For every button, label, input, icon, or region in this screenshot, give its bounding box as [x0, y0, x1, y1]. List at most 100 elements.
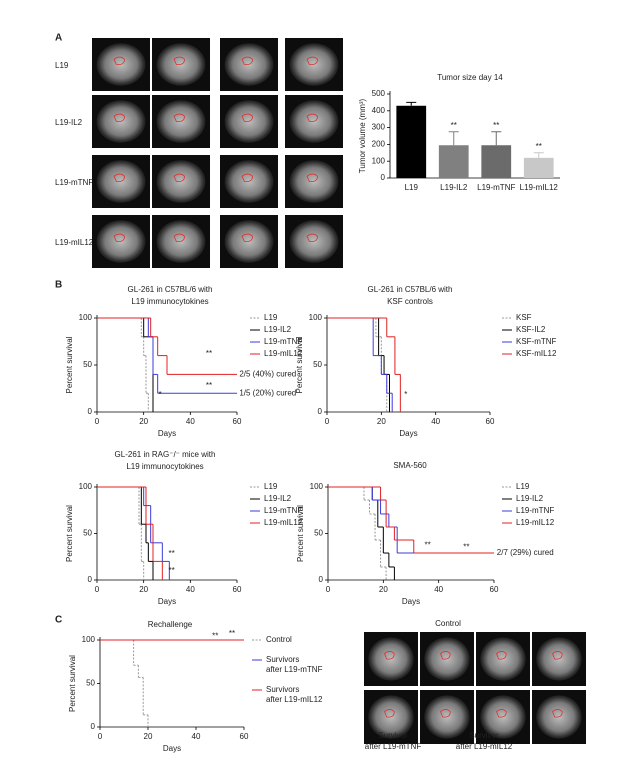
bar	[396, 105, 427, 178]
tumor-outline	[173, 113, 185, 123]
annotation: **	[169, 549, 175, 558]
y-tick-label: 200	[372, 140, 386, 149]
annotation: **	[463, 543, 469, 552]
chart-title: Tumor size day 14	[437, 73, 503, 82]
mri-caption: Survivor	[469, 731, 499, 740]
tumor-outline	[113, 173, 125, 183]
legend-label: L19-mTNF	[264, 337, 302, 346]
panel-label: B	[55, 280, 62, 291]
legend-label: L19	[264, 482, 278, 491]
y-axis-label: Percent survival	[296, 505, 305, 562]
y-tick-label: 0	[88, 407, 93, 416]
bar	[481, 145, 512, 178]
error-bar	[533, 152, 544, 158]
x-tick-label: L19-mTNF	[477, 183, 515, 192]
legend-label: Survivors	[266, 685, 299, 694]
legend-label: KSF	[516, 313, 532, 322]
tumor-outline	[306, 173, 318, 183]
chart-title: KSF controls	[387, 297, 433, 306]
x-tick-label: L19	[405, 183, 419, 192]
legend-label: L19-mIL12	[264, 349, 303, 358]
annotation: *	[404, 390, 407, 399]
tumor-outline	[306, 113, 318, 123]
tumor-outline	[241, 113, 253, 123]
y-tick-label: 100	[310, 482, 324, 491]
y-tick-label: 50	[83, 529, 92, 538]
legend-label: L19-mIL12	[264, 518, 303, 527]
mri-row-label: L19	[55, 61, 69, 70]
y-axis-label: Percent survival	[295, 336, 304, 393]
legend-label: L19-IL2	[264, 325, 292, 334]
chart-title: L19 immunocytokines	[126, 462, 203, 471]
annotation: **	[229, 629, 235, 638]
x-tick-label: L19-mIL12	[520, 183, 559, 192]
legend-label: after L19-mTNF	[266, 665, 323, 674]
tumor-outline	[173, 173, 185, 183]
chart-title: GL-261 in C57BL/6 with	[368, 285, 453, 294]
x-axis-label: Days	[158, 429, 176, 438]
y-tick-label: 100	[82, 635, 96, 644]
y-tick-label: 0	[381, 173, 386, 182]
annotation: 2/5 (40%) cured	[239, 370, 296, 379]
y-tick-label: 100	[372, 156, 386, 165]
legend-label: after L19-mIL12	[266, 695, 323, 704]
significance: **	[451, 121, 457, 130]
tumor-outline	[241, 173, 253, 183]
y-tick-label: 0	[318, 407, 323, 416]
x-tick-label: 20	[139, 417, 148, 426]
mri-row-label: L19-mIL12	[55, 238, 94, 247]
y-tick-label: 300	[372, 123, 386, 132]
legend-label: Survivors	[266, 655, 299, 664]
legend-label: L19-mTNF	[264, 506, 302, 515]
legend-label: L19	[516, 482, 530, 491]
annotation: *	[158, 390, 161, 399]
tumor-outline	[173, 233, 185, 243]
mri-row-label: L19-IL2	[55, 118, 83, 127]
x-tick-label: 20	[377, 417, 386, 426]
legend-label: L19-IL2	[516, 494, 544, 503]
tumor-outline	[496, 709, 507, 718]
panel-label: C	[55, 615, 62, 626]
x-tick-label: 60	[240, 732, 249, 741]
x-tick-label: 0	[98, 732, 103, 741]
tumor-outline	[440, 709, 451, 718]
y-tick-label: 100	[79, 482, 93, 491]
x-tick-label: 40	[192, 732, 201, 741]
legend-label: L19	[264, 313, 278, 322]
legend-label: KSF-mIL12	[516, 349, 557, 358]
x-tick-label: 40	[186, 585, 195, 594]
y-tick-label: 0	[91, 722, 96, 731]
x-tick-label: 40	[186, 417, 195, 426]
mri-caption: after L19-mTNF	[365, 742, 422, 751]
x-axis-label: Days	[402, 597, 420, 606]
legend-label: L19-IL2	[264, 494, 292, 503]
y-tick-label: 100	[309, 313, 323, 322]
bar	[438, 145, 469, 178]
annotation: 2/7 (29%) cured	[497, 548, 554, 557]
chart-title: GL-261 in C57BL/6 with	[128, 285, 213, 294]
annotation: **	[424, 541, 430, 550]
x-tick-label: 60	[486, 417, 495, 426]
y-axis-label: Percent survival	[65, 505, 74, 562]
chart-title: Rechallenge	[148, 620, 193, 629]
annotation: 1/5 (20%) cured	[239, 388, 296, 397]
tumor-outline	[113, 233, 125, 243]
significance: **	[536, 142, 542, 151]
y-tick-label: 50	[86, 679, 95, 688]
mri-caption: after L19-mIL12	[456, 742, 513, 751]
annotation: **	[212, 632, 218, 641]
tumor-outline	[552, 651, 563, 660]
x-tick-label: 0	[95, 417, 100, 426]
tumor-outline	[241, 233, 253, 243]
y-tick-label: 0	[319, 575, 324, 584]
y-axis-label: Percent survival	[68, 655, 77, 712]
tumor-outline	[241, 56, 253, 66]
legend-label: KSF-mTNF	[516, 337, 557, 346]
chart-title: SMA-560	[393, 461, 427, 470]
x-tick-label: 0	[95, 585, 100, 594]
x-tick-label: 40	[434, 585, 443, 594]
chart-title: L19 immunocytokines	[131, 297, 208, 306]
x-tick-label: 60	[233, 417, 242, 426]
legend-label: L19-mTNF	[516, 506, 554, 515]
